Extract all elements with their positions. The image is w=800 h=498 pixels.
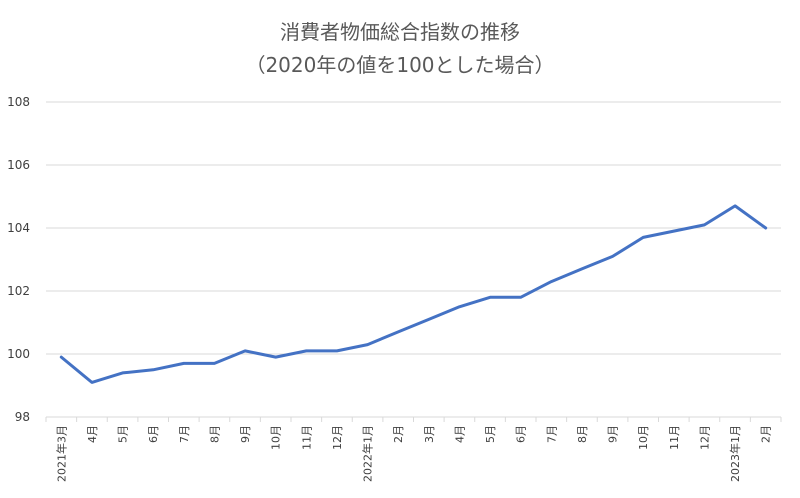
data-point — [702, 223, 706, 227]
x-tick-label: 2月 — [392, 425, 405, 443]
data-point — [59, 355, 63, 359]
x-tick-label: 4月 — [453, 425, 466, 443]
data-point — [457, 305, 461, 309]
x-tick-label: 12月 — [698, 425, 711, 450]
y-axis: 98 100 102 104 106 108 — [7, 95, 30, 424]
data-point — [519, 295, 523, 299]
x-tick-label: 10月 — [270, 425, 283, 450]
data-point — [121, 371, 125, 375]
x-tick-label: 12月 — [331, 425, 344, 450]
x-tick-label: 5月 — [484, 425, 497, 443]
x-tick-label: 4月 — [86, 425, 99, 443]
series — [59, 204, 768, 384]
y-tick-label: 106 — [7, 158, 30, 172]
x-axis: 2021年3月 4月 5月 6月 7月 8月 9月 10月 11月 12月 2022年1月 2月 3月 4… — [45, 417, 782, 482]
y-tick-label: 108 — [7, 95, 30, 109]
data-point — [335, 349, 339, 353]
x-tick-label: 8月 — [576, 425, 589, 443]
chart-title: 消費者物価総合指数の推移 — [280, 20, 520, 44]
x-tick-label: 7月 — [178, 425, 191, 443]
x-tick-label: 6月 — [515, 425, 528, 443]
x-tick-label: 2021年3月 — [54, 425, 68, 482]
x-tick-label: 9月 — [239, 425, 252, 443]
data-point — [580, 267, 584, 271]
y-tick-label: 100 — [7, 347, 30, 361]
x-tick-label: 5月 — [117, 425, 130, 443]
x-tick-label: 7月 — [545, 425, 558, 443]
x-tick-label: 10月 — [637, 425, 650, 450]
data-point — [243, 349, 247, 353]
data-point — [151, 368, 155, 372]
x-tick-label: 11月 — [668, 425, 681, 450]
x-tick-label: 2月 — [760, 425, 773, 443]
data-point — [274, 355, 278, 359]
x-tick-label: 2022年1月 — [361, 425, 375, 482]
data-point — [549, 280, 553, 284]
y-tick-label: 104 — [7, 221, 30, 235]
x-tick-label: 8月 — [208, 425, 221, 443]
data-point — [672, 229, 676, 233]
data-point — [611, 254, 615, 258]
data-point — [641, 235, 645, 239]
x-tick-label: 2023年1月 — [728, 425, 742, 482]
data-point — [733, 204, 737, 208]
x-tick-label: 3月 — [423, 425, 436, 443]
data-point — [182, 361, 186, 365]
y-tick-label: 102 — [7, 284, 30, 298]
data-point — [90, 380, 94, 384]
x-tick-label: 11月 — [300, 425, 313, 450]
data-point — [488, 295, 492, 299]
series-line — [59, 204, 768, 384]
data-point — [304, 349, 308, 353]
y-tick-label: 98 — [15, 410, 30, 424]
chart-subtitle: （2020年の値を100とした場合） — [245, 53, 554, 77]
data-point — [212, 361, 216, 365]
data-point — [366, 343, 370, 347]
x-tick-label: 9月 — [607, 425, 620, 443]
data-point — [427, 317, 431, 321]
data-point — [396, 330, 400, 334]
x-tick-label: 6月 — [147, 425, 160, 443]
data-point — [764, 226, 768, 230]
